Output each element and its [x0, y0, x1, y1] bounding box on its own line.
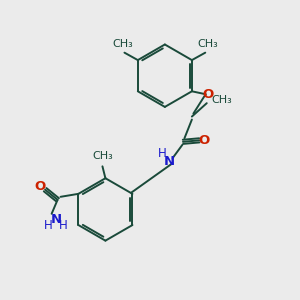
Text: O: O: [35, 180, 46, 193]
Text: O: O: [198, 134, 209, 147]
Text: H: H: [44, 219, 53, 232]
Text: O: O: [202, 88, 214, 101]
Text: N: N: [50, 213, 62, 226]
Text: H: H: [158, 147, 167, 160]
Text: CH₃: CH₃: [197, 39, 218, 49]
Text: CH₃: CH₃: [92, 151, 113, 161]
Text: H: H: [59, 219, 68, 232]
Text: N: N: [164, 154, 175, 168]
Text: CH₃: CH₃: [112, 39, 133, 49]
Text: CH₃: CH₃: [211, 95, 232, 105]
